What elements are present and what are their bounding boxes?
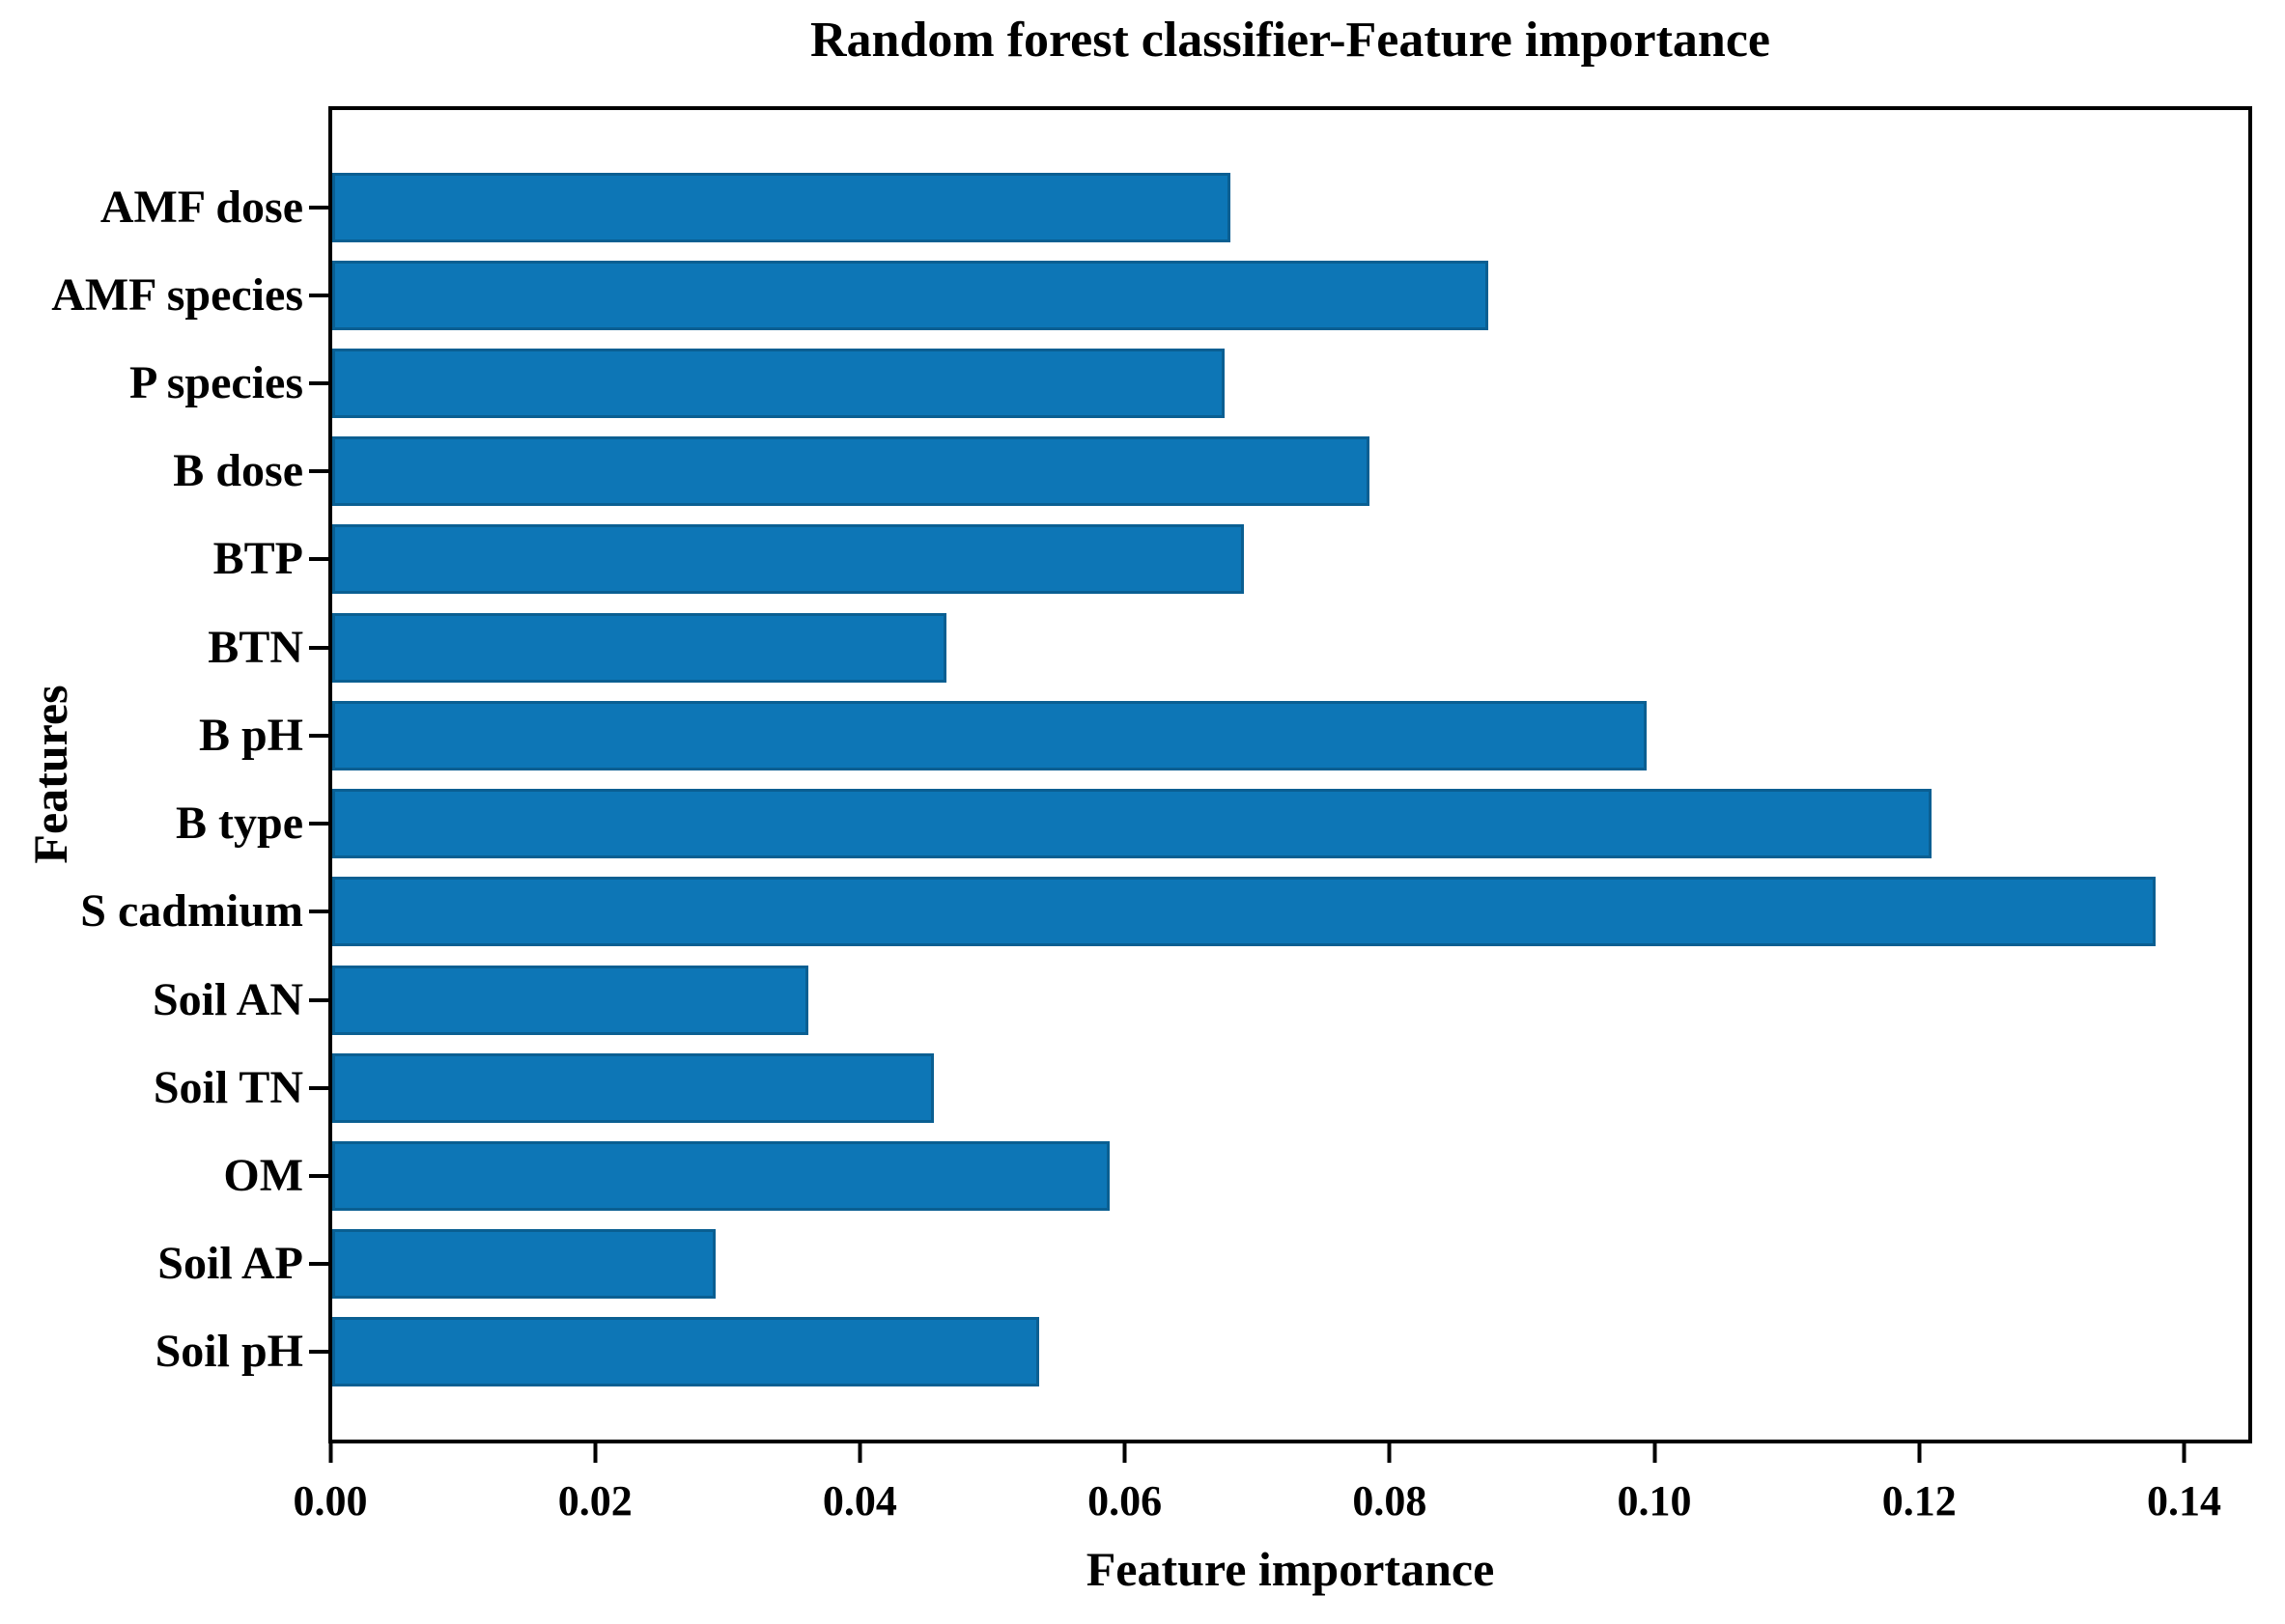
x-tick-label: 0.00	[293, 1477, 368, 1525]
x-tick-mark	[1652, 1443, 1657, 1463]
bar	[332, 436, 1370, 507]
bar-row: B pH	[0, 691, 2252, 779]
bar	[332, 612, 947, 683]
y-tick-label: B pH	[198, 709, 303, 761]
x-axis-label: Feature importance	[1086, 1542, 1495, 1596]
x-axis-ticks: 0.00 0.02 0.04 0.06 0.08 0.10 0.12	[294, 1443, 2250, 1559]
bar-row: S cadmium	[0, 868, 2252, 956]
bar	[332, 172, 1231, 242]
bar	[332, 524, 1245, 595]
y-tick-label: Soil pH	[155, 1326, 303, 1378]
y-tick-mark	[309, 1085, 328, 1090]
bar-row: P species	[0, 339, 2252, 427]
bar-track	[332, 965, 2248, 1035]
x-tick-mark	[858, 1443, 862, 1463]
y-tick-label: AMF species	[51, 268, 303, 321]
bar-row: B dose	[0, 428, 2252, 516]
y-tick-label: BTP	[212, 533, 303, 585]
bar-track	[332, 524, 2248, 595]
x-tick: 0.08	[1352, 1443, 1426, 1523]
bar-track	[332, 349, 2248, 419]
x-tick: 0.14	[2147, 1443, 2221, 1523]
bar-row: Soil AN	[0, 956, 2252, 1044]
y-tick-mark	[309, 1262, 328, 1267]
x-tick-label: 0.12	[1881, 1477, 1957, 1525]
x-tick-label: 0.10	[1617, 1477, 1692, 1525]
bar	[332, 789, 1932, 859]
y-tick-mark	[309, 733, 328, 738]
bar-track	[332, 1229, 2248, 1300]
y-tick-label: S cadmium	[80, 885, 303, 938]
y-tick-mark	[309, 205, 328, 210]
bar-track	[332, 700, 2248, 770]
x-tick: 0.02	[558, 1443, 633, 1523]
y-tick-mark	[309, 822, 328, 826]
bar-track	[332, 1317, 2248, 1387]
x-tick-mark	[328, 1443, 332, 1463]
y-tick-label: BTN	[208, 621, 303, 673]
bar-row: B type	[0, 780, 2252, 868]
bar	[332, 1229, 716, 1300]
x-tick: 0.12	[1882, 1443, 1957, 1523]
bar-row: Soil TN	[0, 1044, 2252, 1132]
bar-track	[332, 1052, 2248, 1123]
y-tick-mark	[309, 645, 328, 650]
x-tick-label: 0.08	[1352, 1477, 1427, 1525]
y-tick-mark	[309, 557, 328, 562]
y-tick-mark	[309, 381, 328, 386]
x-tick: 0.06	[1087, 1443, 1162, 1523]
x-tick: 0.00	[294, 1443, 368, 1523]
x-tick-mark	[1917, 1443, 1922, 1463]
bar-track	[332, 1141, 2248, 1212]
x-tick-label: 0.14	[2146, 1477, 2221, 1525]
y-tick-mark	[309, 910, 328, 914]
y-tick-label: AMF dose	[99, 181, 303, 233]
bar-track	[332, 260, 2248, 330]
bar-row: Soil AP	[0, 1220, 2252, 1308]
bar-track	[332, 789, 2248, 859]
bar	[332, 349, 1225, 419]
bar-row: Soil pH	[0, 1308, 2252, 1396]
bar	[332, 965, 808, 1035]
bar-row: OM	[0, 1132, 2252, 1219]
bar-track	[332, 172, 2248, 242]
bar	[332, 700, 1648, 770]
bar-rows: AMF dose AMF species P species B dose	[0, 106, 2252, 1443]
y-tick-label: OM	[223, 1150, 303, 1202]
bar-row: BTN	[0, 603, 2252, 691]
y-tick-mark	[309, 469, 328, 474]
x-tick: 0.04	[823, 1443, 897, 1523]
bar	[332, 260, 1489, 330]
y-tick-label: Soil AN	[152, 973, 303, 1025]
x-tick-mark	[593, 1443, 598, 1463]
bar-track	[332, 436, 2248, 507]
bar	[332, 877, 2157, 947]
chart-title: Random forest classifier-Feature importa…	[809, 13, 1771, 68]
bar	[332, 1052, 934, 1123]
y-tick-label: B type	[176, 798, 303, 850]
y-tick-mark	[309, 1350, 328, 1355]
bar-track	[332, 877, 2248, 947]
bar-track	[332, 612, 2248, 683]
y-tick-label: Soil TN	[153, 1061, 303, 1113]
bar	[332, 1317, 1040, 1387]
x-tick-label: 0.06	[1087, 1477, 1163, 1525]
bar-row: BTP	[0, 516, 2252, 603]
x-tick: 0.10	[1618, 1443, 1692, 1523]
y-tick-label: P species	[129, 357, 303, 409]
bar-row: AMF species	[0, 251, 2252, 339]
y-tick-mark	[309, 293, 328, 297]
y-tick-label: Soil AP	[157, 1238, 303, 1290]
y-tick-label: B dose	[173, 445, 303, 497]
x-tick-label: 0.02	[557, 1477, 633, 1525]
x-tick-label: 0.04	[822, 1477, 897, 1525]
y-tick-mark	[309, 997, 328, 1002]
x-tick-mark	[1122, 1443, 1127, 1463]
x-tick-mark	[1387, 1443, 1392, 1463]
x-tick-mark	[2182, 1443, 2186, 1463]
bar-row: AMF dose	[0, 163, 2252, 251]
bar	[332, 1141, 1110, 1212]
y-tick-mark	[309, 1174, 328, 1179]
